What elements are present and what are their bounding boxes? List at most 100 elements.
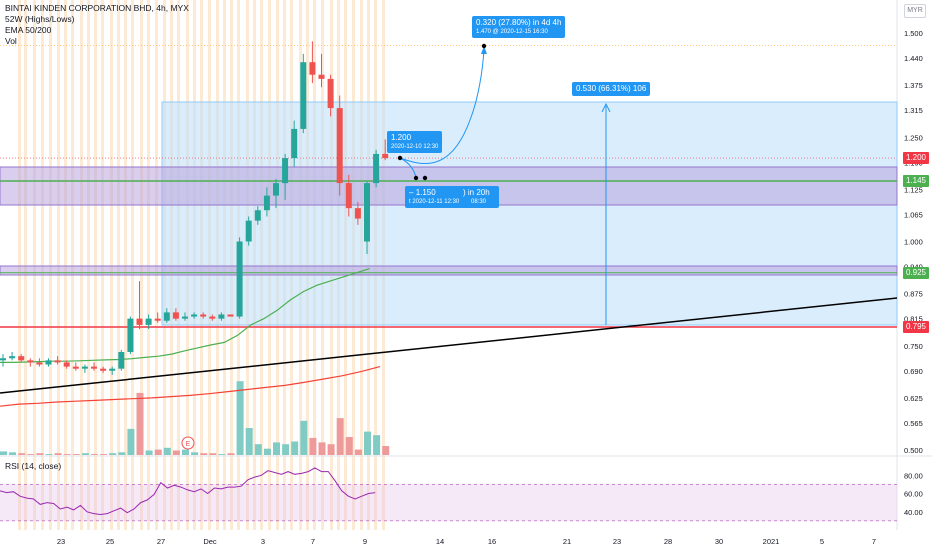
legend-ema[interactable]: EMA 50/200: [5, 25, 52, 35]
rsi-pane: 80.00 60.00 40.00: [0, 467, 923, 522]
candle-body: [91, 366, 97, 369]
price-tick-label: 0.815: [904, 315, 923, 324]
rsi-line: [0, 467, 376, 516]
price-tag: 0.795: [903, 320, 929, 333]
candle-body: [182, 316, 188, 319]
session-band: [147, 0, 150, 530]
volume-bar: [227, 453, 235, 455]
drawings: E: [181, 43, 611, 450]
ema50-line: [0, 268, 370, 363]
candle-body: [154, 318, 161, 321]
candle-body: [291, 128, 298, 159]
session-band: [57, 0, 60, 530]
volume-bars: [0, 381, 390, 455]
time-tick-label: 2021: [763, 537, 780, 546]
session-band: [94, 0, 97, 530]
overlay-lines: [0, 45, 898, 407]
time-tick-label: 21: [563, 537, 571, 546]
price-tag: 1.200: [903, 152, 929, 165]
candle-body: [127, 318, 134, 353]
point-b-price: 1.150: [415, 188, 436, 197]
price-tick-label: 1.000: [904, 238, 923, 247]
price-tag: 0.925: [903, 266, 929, 279]
candle-body: [72, 366, 79, 369]
legend-vol[interactable]: Vol: [5, 36, 17, 46]
session-band: [24, 0, 27, 530]
price-tick-label: 1.500: [904, 29, 923, 38]
session-band: [33, 0, 36, 530]
point-a-time: 2020-12-10 12:30: [391, 144, 439, 150]
volume-bar: [91, 454, 98, 455]
price-tick-label: 0.690: [904, 367, 923, 376]
candle-body: [163, 312, 170, 321]
volume-bar: [191, 452, 199, 455]
session-band: [80, 0, 83, 530]
volume-bar: [273, 442, 280, 455]
volume-bar: [54, 453, 62, 455]
volume-bar: [9, 452, 17, 455]
price-tick-label: 1.375: [904, 81, 923, 90]
session-band: [41, 0, 44, 530]
volume-bar: [18, 453, 26, 455]
time-tick-label: 7: [311, 537, 315, 546]
volume-bar: [309, 437, 317, 455]
time-tick-label: 27: [157, 537, 165, 546]
candle-body: [336, 108, 343, 184]
range-text: 0.530 (66.31%) 106: [576, 84, 647, 93]
price-axis: 1.5001.4401.3751.3151.2501.1901.1251.065…: [904, 29, 923, 455]
volume-bar: [300, 420, 308, 455]
candle-body: [318, 74, 325, 79]
legend: BINTAI KINDEN CORPORATION BHD, 4h, MYX 5…: [5, 3, 189, 47]
candle-body: [354, 208, 361, 219]
candle-body: [136, 318, 143, 325]
volume-bar: [282, 444, 290, 455]
price-tick-label: 0.750: [904, 342, 923, 351]
session-band: [18, 0, 21, 530]
volume-bar: [145, 450, 153, 455]
candle-body: [36, 362, 43, 365]
purple-zone-lower: [0, 265, 898, 276]
point-b-dot: [413, 175, 419, 181]
projection-arrow-head: [481, 46, 487, 54]
candle-body: [200, 314, 207, 317]
legend-52w[interactable]: 52W (Highs/Lows): [5, 14, 75, 24]
candle-body: [191, 314, 198, 317]
time-tick-label: 14: [436, 537, 444, 546]
volume-bar: [136, 392, 144, 455]
point-link-curve: [399, 157, 417, 179]
candle-body: [345, 183, 352, 209]
time-tick-label: 16: [488, 537, 496, 546]
session-band: [101, 0, 104, 530]
volume-bar: [236, 381, 244, 455]
legend-title[interactable]: BINTAI KINDEN CORPORATION BHD, 4h, MYX: [5, 3, 189, 13]
point-a-dot: [397, 155, 403, 161]
price-tick-label: 0.625: [904, 394, 923, 403]
price-tick-label: 1.065: [904, 210, 923, 219]
volume-bar: [45, 454, 53, 455]
session-band: [64, 0, 67, 530]
volume-bar: [154, 449, 162, 455]
price-tag: 1.145: [903, 175, 929, 188]
session-band: [155, 0, 158, 530]
time-tick-label: 9: [363, 537, 367, 546]
candle-body: [18, 356, 25, 361]
session-band: [87, 0, 90, 530]
rsi-legend[interactable]: RSI (14, close): [5, 461, 62, 471]
candle-body: [364, 183, 370, 242]
time-tick-label: 30: [715, 537, 723, 546]
measure-box: [161, 101, 898, 326]
session-band: [140, 0, 143, 530]
volume-bar: [118, 452, 126, 455]
time-tick-label: 23: [613, 537, 621, 546]
rsi-tick-label: 80.00: [904, 471, 923, 480]
volume-bar: [127, 428, 135, 455]
currency-button[interactable]: MYR: [904, 4, 926, 18]
candle-body: [382, 153, 389, 159]
time-tick-label: 3: [261, 537, 265, 546]
volume-bar: [245, 428, 253, 455]
volume-bar: [345, 437, 353, 455]
volume-bar: [373, 435, 381, 455]
candle-body: [209, 316, 216, 319]
point-a-price: 1.200: [391, 133, 412, 142]
